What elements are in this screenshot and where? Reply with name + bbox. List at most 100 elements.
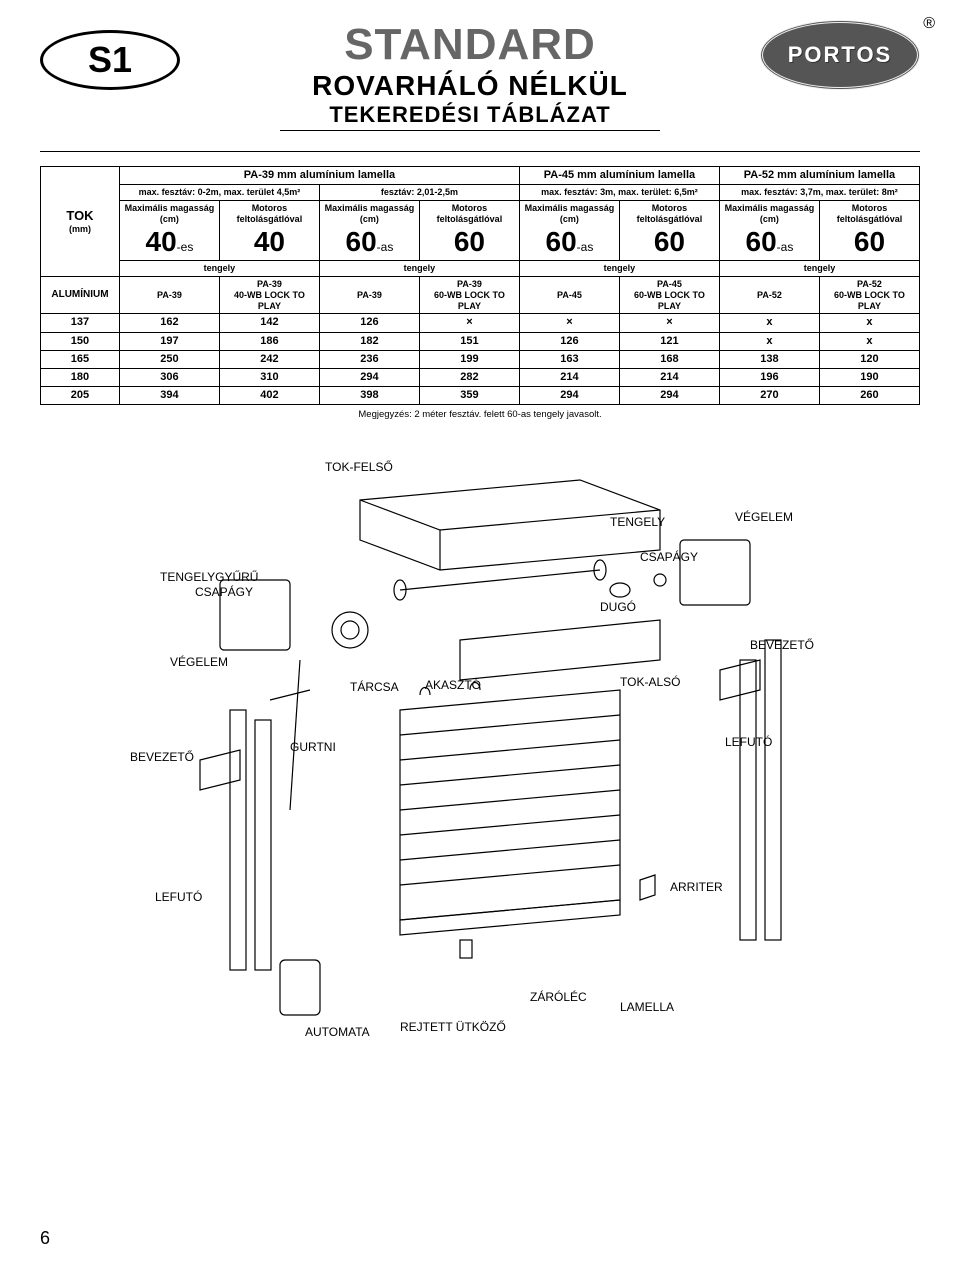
cell-4-4: 359 [419,387,519,405]
table-row: 150197186182151126121xx [41,332,920,350]
table-row: 205394402398359294294270260 [41,387,920,405]
alu-header: ALUMÍNIUM [41,276,120,313]
cell-2-2: 242 [219,350,319,368]
cell-1-6: 121 [619,332,719,350]
cell-0-8: x [819,314,919,332]
span-pa39-b: fesztáv: 2,01-2,5m [319,185,519,201]
page-header: S1 STANDARD ROVARHÁLÓ NÉLKÜL TEKEREDÉSI … [40,20,920,131]
lbl-tarcsa: TÁRCSA [350,680,399,694]
table-row: 180306310294282214214196190 [41,368,920,386]
cell-0-5: × [519,314,619,332]
lbl-tok-felso: TOK-FELSŐ [325,460,393,474]
lbl-csapagy-r: CSAPÁGY [640,550,698,564]
table-row: 165250242236199163168138120 [41,350,920,368]
cell-0-6: × [619,314,719,332]
cell-0-0: 137 [41,314,120,332]
prod-6: PA-52 [719,276,819,313]
prod-2: PA-39 [319,276,419,313]
prod-7: PA-5260-WB LOCK TO PLAY [819,276,919,313]
cell-3-5: 214 [519,368,619,386]
group-pa45: PA-45 mm alumínium lamella [519,167,719,185]
cell-0-2: 142 [219,314,319,332]
cell-2-4: 199 [419,350,519,368]
table-note: Megjegyzés: 2 méter fesztáv. felett 60-a… [40,409,920,420]
lbl-vegelem-r: VÉGELEM [735,510,793,524]
lbl-lamella: LAMELLA [620,1000,674,1014]
lbl-arriter: ARRITER [670,880,723,894]
lbl-bevezeto-r: BEVEZETŐ [750,638,814,652]
cell-4-1: 394 [119,387,219,405]
tengely-3: tengely [719,261,919,277]
lbl-dugo: DUGÓ [600,600,636,614]
cell-2-6: 168 [619,350,719,368]
cell-2-7: 138 [719,350,819,368]
prod-0: PA-39 [119,276,219,313]
cell-0-3: 126 [319,314,419,332]
cell-3-0: 180 [41,368,120,386]
cell-2-5: 163 [519,350,619,368]
cell-0-1: 162 [119,314,219,332]
tok-header: TOK (mm) [41,167,120,277]
cell-2-0: 165 [41,350,120,368]
cell-4-0: 205 [41,387,120,405]
group-pa52: PA-52 mm alumínium lamella [719,167,919,185]
tengely-2: tengely [519,261,719,277]
cell-1-8: x [819,332,919,350]
lbl-automata: AUTOMATA [305,1025,370,1039]
lbl-gurtni: GURTNI [290,740,336,754]
lbl-tengelygyuru: TENGELYGYŰRŰ [160,570,258,584]
cell-4-5: 294 [519,387,619,405]
size-col-3: Motoros feltolásgátlóval60 [419,200,519,260]
cell-3-4: 282 [419,368,519,386]
span-pa45: max. fesztáv: 3m, max. terület: 6,5m² [519,185,719,201]
cell-1-0: 150 [41,332,120,350]
lbl-vegelem-l: VÉGELEM [170,655,228,669]
header-divider [40,151,920,152]
page-number: 6 [40,1228,50,1249]
lbl-zarolec: ZÁRÓLÉC [530,990,587,1004]
size-col-5: Motoros feltolásgátlóval60 [619,200,719,260]
prod-3: PA-3960-WB LOCK TO PLAY [419,276,519,313]
size-col-4: Maximális magasság (cm)60-as [519,200,619,260]
cell-1-7: x [719,332,819,350]
cell-2-8: 120 [819,350,919,368]
cell-4-7: 270 [719,387,819,405]
table-row: 137162142126×××xx [41,314,920,332]
exploded-diagram: TOK-FELSŐ TENGELY VÉGELEM CSAPÁGY TENGEL… [40,460,920,1060]
cell-1-5: 126 [519,332,619,350]
cell-3-7: 196 [719,368,819,386]
cell-0-7: x [719,314,819,332]
cell-3-2: 310 [219,368,319,386]
prod-4: PA-45 [519,276,619,313]
diagram-svg [100,460,860,1060]
tengely-1: tengely [319,261,519,277]
lbl-akaszto: AKASZTÓ [425,678,481,692]
size-col-0: Maximális magasság (cm)40-es [119,200,219,260]
cell-3-3: 294 [319,368,419,386]
cell-1-3: 182 [319,332,419,350]
lbl-rejtett: REJTETT ÜTKÖZŐ [400,1020,506,1034]
title-block: STANDARD ROVARHÁLÓ NÉLKÜL TEKEREDÉSI TÁB… [200,20,740,131]
size-col-6: Maximális magasság (cm)60-as [719,200,819,260]
tok-unit: (mm) [44,224,116,235]
registered-mark: ® [923,15,935,33]
portos-logo: PORTOS [760,20,920,90]
title-sub: ROVARHÁLÓ NÉLKÜL [200,70,740,102]
s1-badge: S1 [40,30,180,90]
prod-5: PA-4560-WB LOCK TO PLAY [619,276,719,313]
cell-1-4: 151 [419,332,519,350]
cell-3-6: 214 [619,368,719,386]
cell-1-1: 197 [119,332,219,350]
lbl-lefuto-l: LEFUTÓ [155,890,202,904]
cell-4-3: 398 [319,387,419,405]
group-pa39: PA-39 mm alumínium lamella [119,167,519,185]
logo-wrap: PORTOS ® [760,20,920,90]
lbl-tengely: TENGELY [610,515,665,529]
cell-1-2: 186 [219,332,319,350]
cell-2-1: 250 [119,350,219,368]
size-col-7: Motoros feltolásgátlóval60 [819,200,919,260]
title-main: STANDARD [200,20,740,70]
cell-4-2: 402 [219,387,319,405]
tok-label: TOK [44,208,116,224]
cell-4-8: 260 [819,387,919,405]
